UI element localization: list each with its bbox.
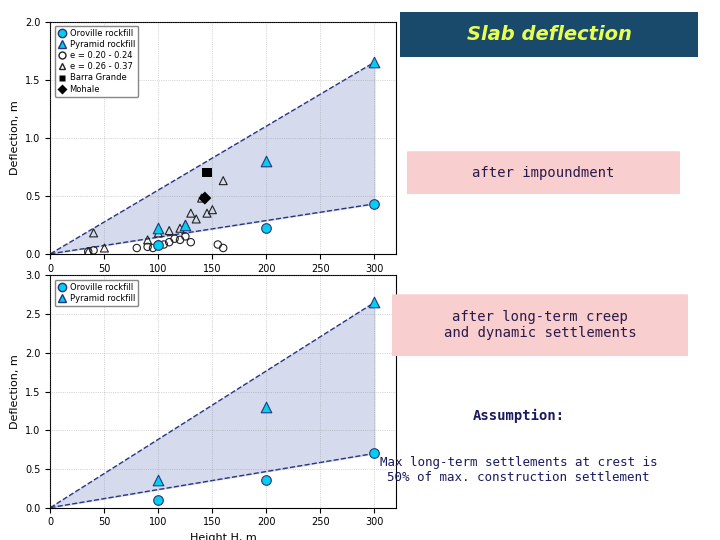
Point (83, 247, 94, 256)
Point (199, 194, 211, 202)
Point (202, 168, 213, 177)
Text: Assumption:: Assumption: (472, 409, 564, 423)
Point (169, 234, 181, 243)
Point (261, 157, 272, 165)
Point (190, 215, 202, 224)
Point (180, 220, 192, 229)
Point (153, 224, 164, 233)
Point (261, 224, 272, 233)
Point (369, 200, 380, 208)
Point (153, 240, 164, 249)
Y-axis label: Deflection, m: Deflection, m (9, 354, 19, 429)
Point (261, 403, 272, 411)
Y-axis label: Deflection, m: Deflection, m (10, 100, 19, 175)
Point (202, 209, 213, 218)
Point (369, 298, 380, 307)
Point (174, 224, 186, 233)
Point (153, 240, 164, 249)
FancyBboxPatch shape (384, 294, 696, 356)
Point (369, 449, 380, 458)
Point (261, 475, 272, 484)
Text: after impoundment: after impoundment (472, 166, 615, 180)
Point (147, 244, 158, 252)
Point (83, 247, 94, 256)
Point (153, 496, 164, 504)
Point (174, 235, 186, 244)
Text: Max long-term settlements at crest is
50% of max. construction settlement: Max long-term settlements at crest is 50… (379, 456, 657, 484)
Legend: Oroville rockfill, Pyramid rockfill: Oroville rockfill, Pyramid rockfill (55, 280, 138, 306)
Point (196, 194, 207, 202)
Point (153, 228, 164, 237)
Point (158, 240, 170, 249)
Point (99, 244, 110, 252)
Point (142, 235, 153, 244)
X-axis label: Height H, m: Height H, m (190, 533, 256, 540)
Point (185, 209, 197, 218)
Point (212, 240, 224, 249)
Point (142, 242, 153, 251)
Point (131, 244, 143, 252)
Point (163, 226, 175, 235)
Point (153, 475, 164, 484)
X-axis label: Height H, m: Height H, m (190, 279, 256, 289)
Point (217, 244, 229, 252)
Point (88, 246, 99, 255)
Point (180, 232, 192, 241)
Legend: Oroville rockfill, Pyramid rockfill, e = 0.20 - 0.24, e = 0.26 - 0.37, Barra Gra: Oroville rockfill, Pyramid rockfill, e =… (55, 26, 138, 97)
Point (180, 220, 192, 229)
Point (88, 228, 99, 237)
FancyBboxPatch shape (399, 151, 688, 194)
FancyBboxPatch shape (400, 12, 698, 57)
Text: after long-term creep
and dynamic settlements: after long-term creep and dynamic settle… (444, 310, 636, 340)
Point (207, 205, 218, 214)
Point (217, 177, 229, 185)
Point (163, 238, 175, 246)
Text: Slab deflection: Slab deflection (467, 25, 631, 44)
Point (185, 238, 197, 246)
Point (369, 58, 380, 66)
